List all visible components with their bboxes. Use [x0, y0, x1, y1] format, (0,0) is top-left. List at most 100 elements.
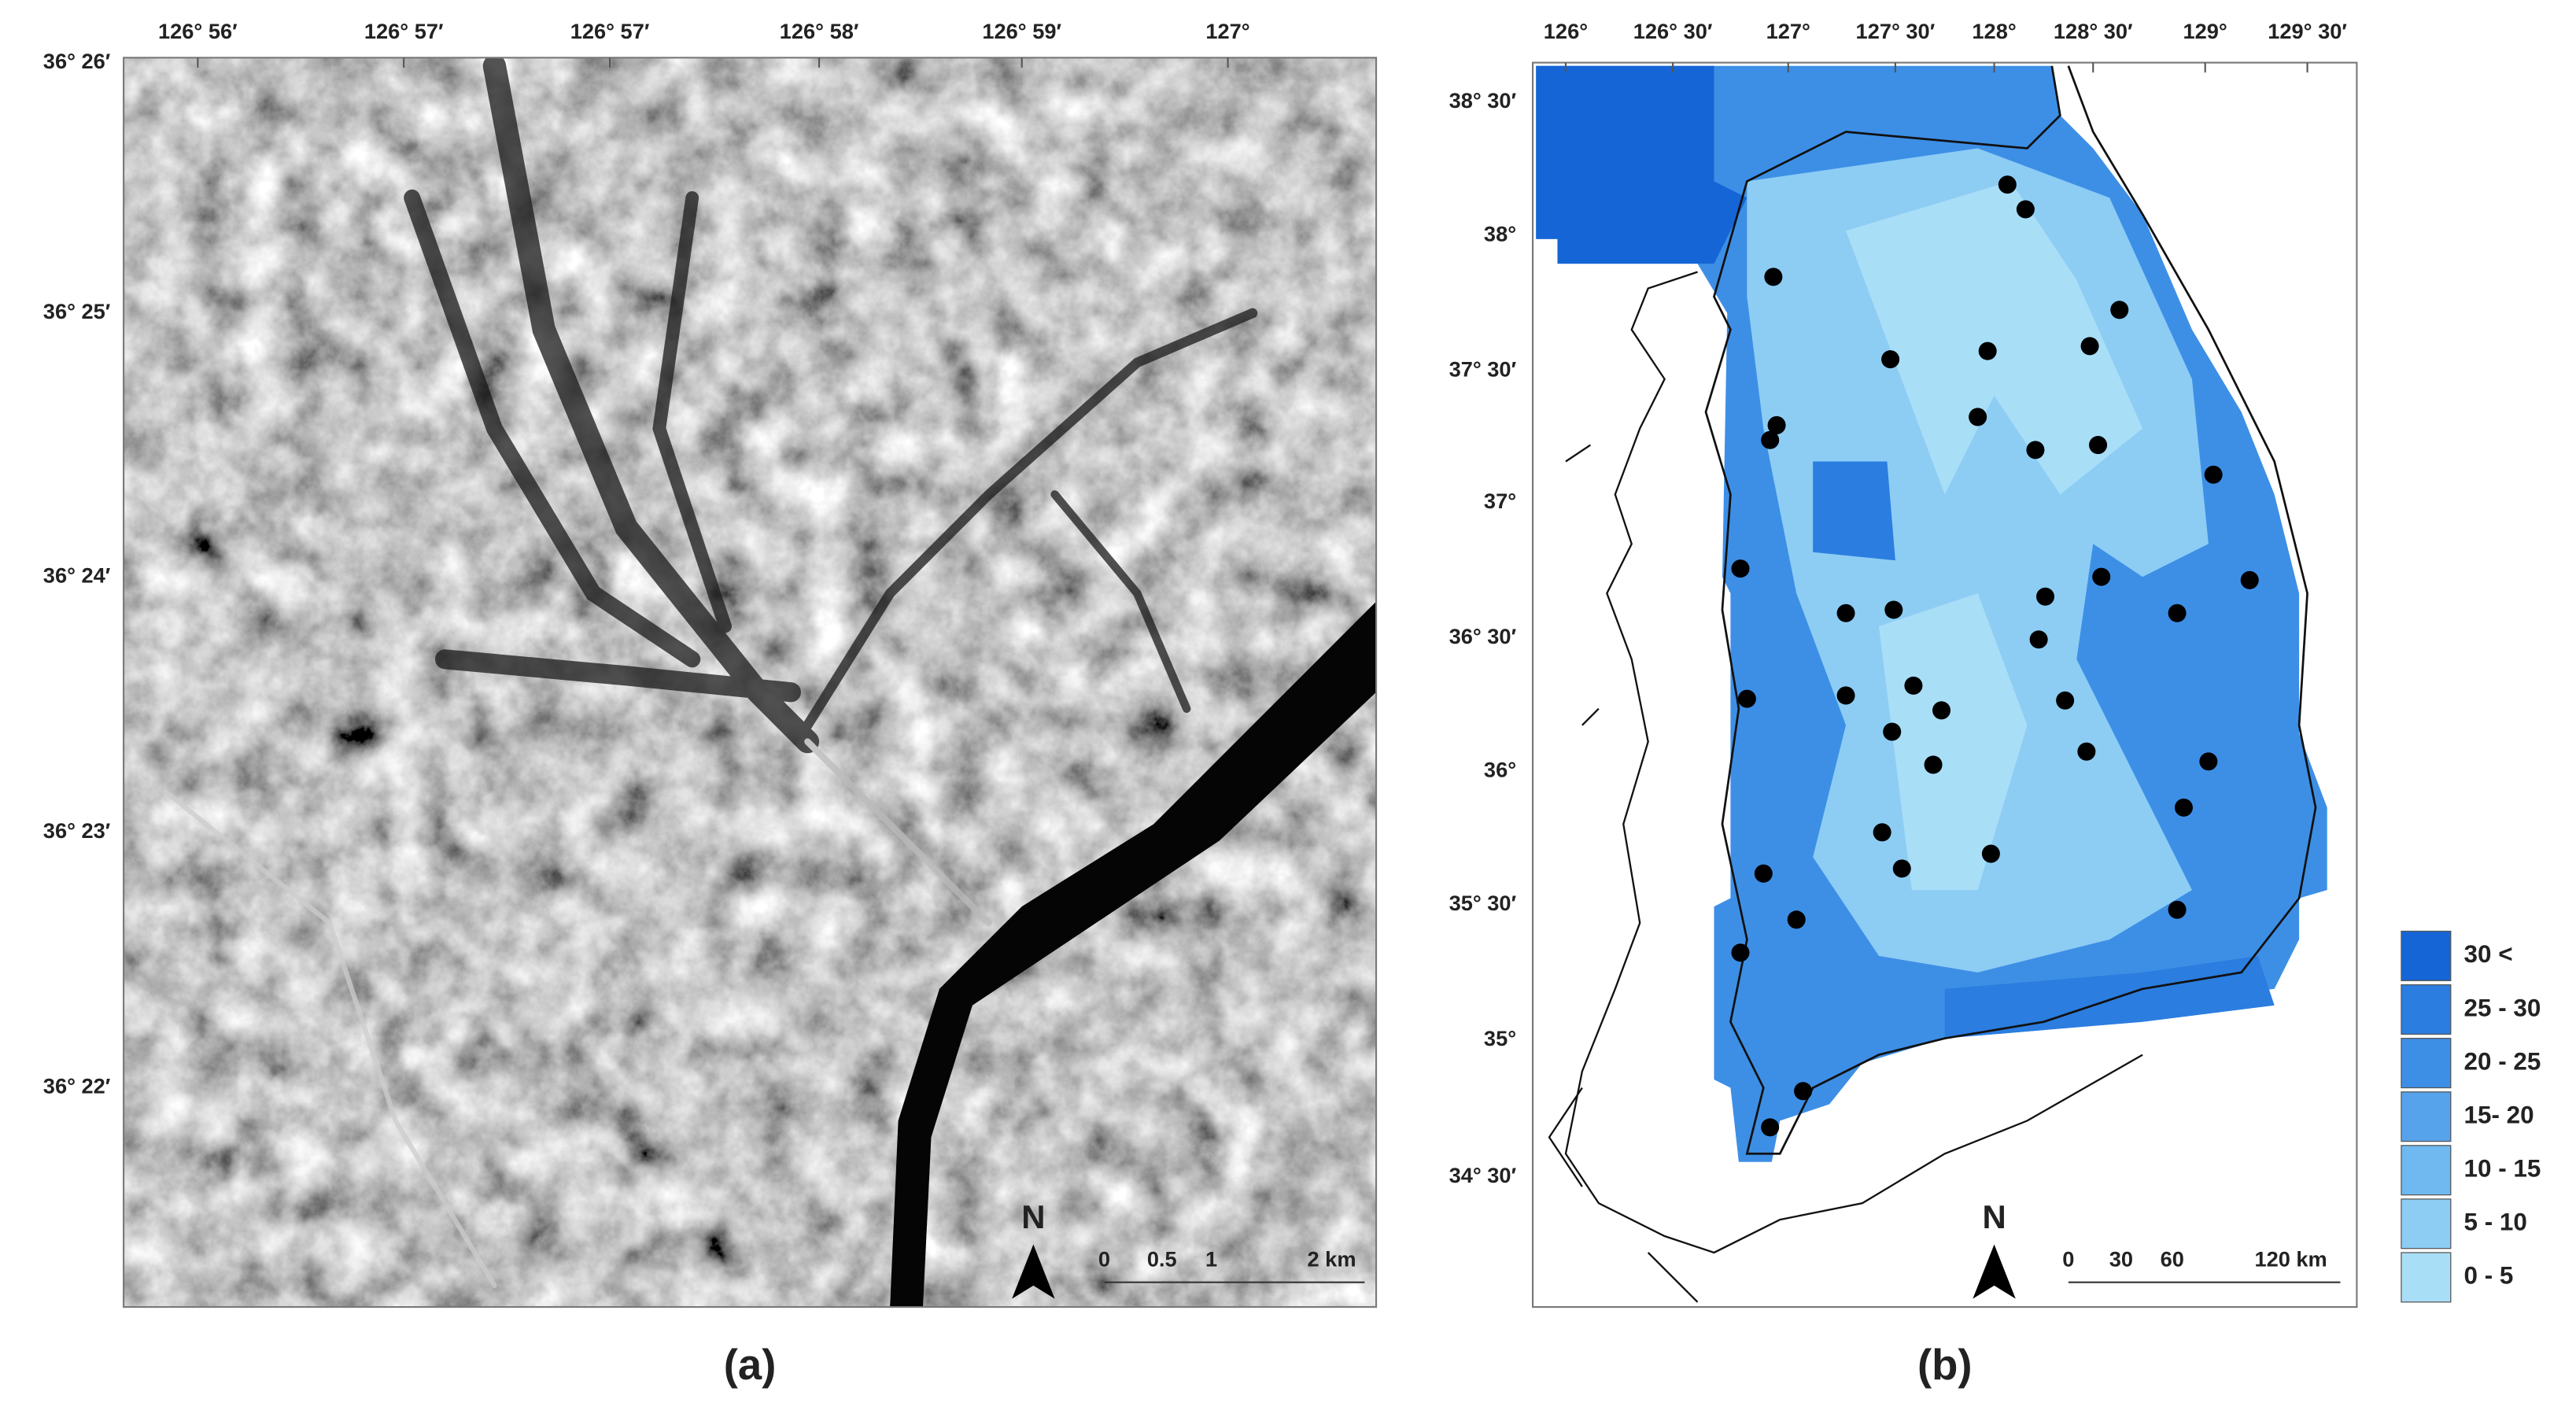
left-label: 36° 30′ — [1449, 624, 1517, 648]
top-label: 126° — [1544, 19, 1588, 43]
station — [1764, 268, 1783, 286]
legend-swatch — [2401, 1252, 2452, 1303]
station — [2092, 567, 2111, 586]
station — [1978, 341, 1997, 360]
station — [1924, 755, 1943, 774]
station — [1794, 1082, 1813, 1101]
station — [1873, 823, 1891, 842]
left-label: 36° 24′ — [43, 563, 111, 587]
scale-label: 0.5 — [1147, 1247, 1177, 1272]
legend-label: 0 - 5 — [2464, 1262, 2514, 1290]
station — [1881, 350, 1900, 369]
station — [1787, 910, 1806, 929]
left-label: 36° 22′ — [43, 1074, 111, 1098]
legend-swatch — [2401, 984, 2452, 1035]
left-label: 34° 30′ — [1449, 1163, 1517, 1187]
station — [2029, 630, 2048, 649]
station — [2199, 752, 2218, 771]
legend-label: 10 - 15 — [2464, 1155, 2541, 1183]
station — [2080, 337, 2099, 356]
station — [2089, 436, 2108, 455]
left-label: 35° — [1484, 1026, 1516, 1050]
left-label: 38° — [1484, 222, 1516, 246]
station — [1836, 603, 1855, 622]
top-label: 126° 57′ — [364, 19, 444, 43]
station — [2174, 798, 2193, 817]
legend-swatch — [2401, 1091, 2452, 1142]
top-label: 128° 30′ — [2054, 19, 2133, 43]
station — [2168, 900, 2187, 919]
top-label: 126° 58′ — [780, 19, 859, 43]
north-arrow: N — [1973, 1198, 2016, 1299]
station — [1883, 722, 1902, 741]
left-label: 38° 30′ — [1449, 88, 1517, 113]
north-label: N — [1021, 1198, 1045, 1235]
station — [2056, 691, 2075, 710]
stations — [1731, 175, 2259, 1137]
caption: (b) — [1917, 1341, 1973, 1389]
station — [2240, 570, 2259, 589]
station — [2168, 603, 2187, 622]
left-label: 36° 26′ — [43, 49, 111, 73]
station — [1761, 430, 1780, 449]
satellite-image — [124, 57, 1377, 1308]
north-arrow: N — [1012, 1198, 1055, 1299]
station — [2026, 441, 2045, 460]
legend-swatch — [2401, 1198, 2452, 1249]
legend-label: 30 < — [2464, 940, 2513, 968]
legend-swatch — [2401, 930, 2452, 981]
frame-b — [1532, 61, 2358, 1308]
scale-label: 30 — [2109, 1247, 2133, 1272]
left-label: 37° — [1484, 489, 1516, 513]
top-label: 126° 56′ — [158, 19, 238, 43]
left-label: 36° 23′ — [43, 818, 111, 843]
top-label: 129° — [2183, 19, 2227, 43]
legend-label: 5 - 10 — [2464, 1209, 2527, 1236]
scale-label: 120 km — [2254, 1247, 2327, 1272]
scale-label: 0 — [1098, 1247, 1110, 1272]
station — [1932, 701, 1951, 720]
legend-label: 20 - 25 — [2464, 1047, 2541, 1075]
scale-label: 0 — [2062, 1247, 2074, 1272]
legend-swatch — [2401, 1038, 2452, 1089]
station — [1836, 686, 1855, 705]
legend-swatch — [2401, 1145, 2452, 1196]
top-label: 127° — [1205, 19, 1249, 43]
north-label: N — [1982, 1198, 2006, 1235]
left-label: 37° 30′ — [1449, 356, 1517, 381]
legend-label: 15- 20 — [2464, 1101, 2534, 1128]
station — [1892, 859, 1911, 878]
coastline — [1704, 65, 2317, 1155]
top-label: 128° — [1972, 19, 2016, 43]
station — [1998, 175, 2017, 194]
station — [2110, 301, 2129, 319]
left-label: 36° 25′ — [43, 299, 111, 323]
korea-map — [1533, 62, 2357, 1308]
station — [1884, 600, 1903, 619]
frame-a — [123, 57, 1378, 1308]
left-label: 36° — [1484, 757, 1516, 781]
station — [1981, 844, 2000, 863]
top-label: 126° 57′ — [570, 19, 650, 43]
left-label: 35° 30′ — [1449, 891, 1517, 915]
scale-label: 2 km — [1307, 1247, 1356, 1272]
station — [1761, 1118, 1780, 1137]
station — [2016, 200, 2035, 219]
station — [1904, 676, 1923, 695]
station — [1754, 864, 1773, 883]
top-label: 127° — [1766, 19, 1810, 43]
river — [890, 601, 1377, 1308]
caption: (a) — [724, 1341, 777, 1389]
scale-label: 60 — [2161, 1247, 2184, 1272]
top-label: 126° 30′ — [1633, 19, 1713, 43]
top-label: 126° 59′ — [982, 19, 1061, 43]
station — [1969, 408, 1987, 426]
station — [2035, 587, 2055, 606]
station — [2204, 465, 2223, 484]
station — [1731, 943, 1750, 962]
station — [1737, 689, 1756, 708]
legend-label: 25 - 30 — [2464, 994, 2541, 1021]
